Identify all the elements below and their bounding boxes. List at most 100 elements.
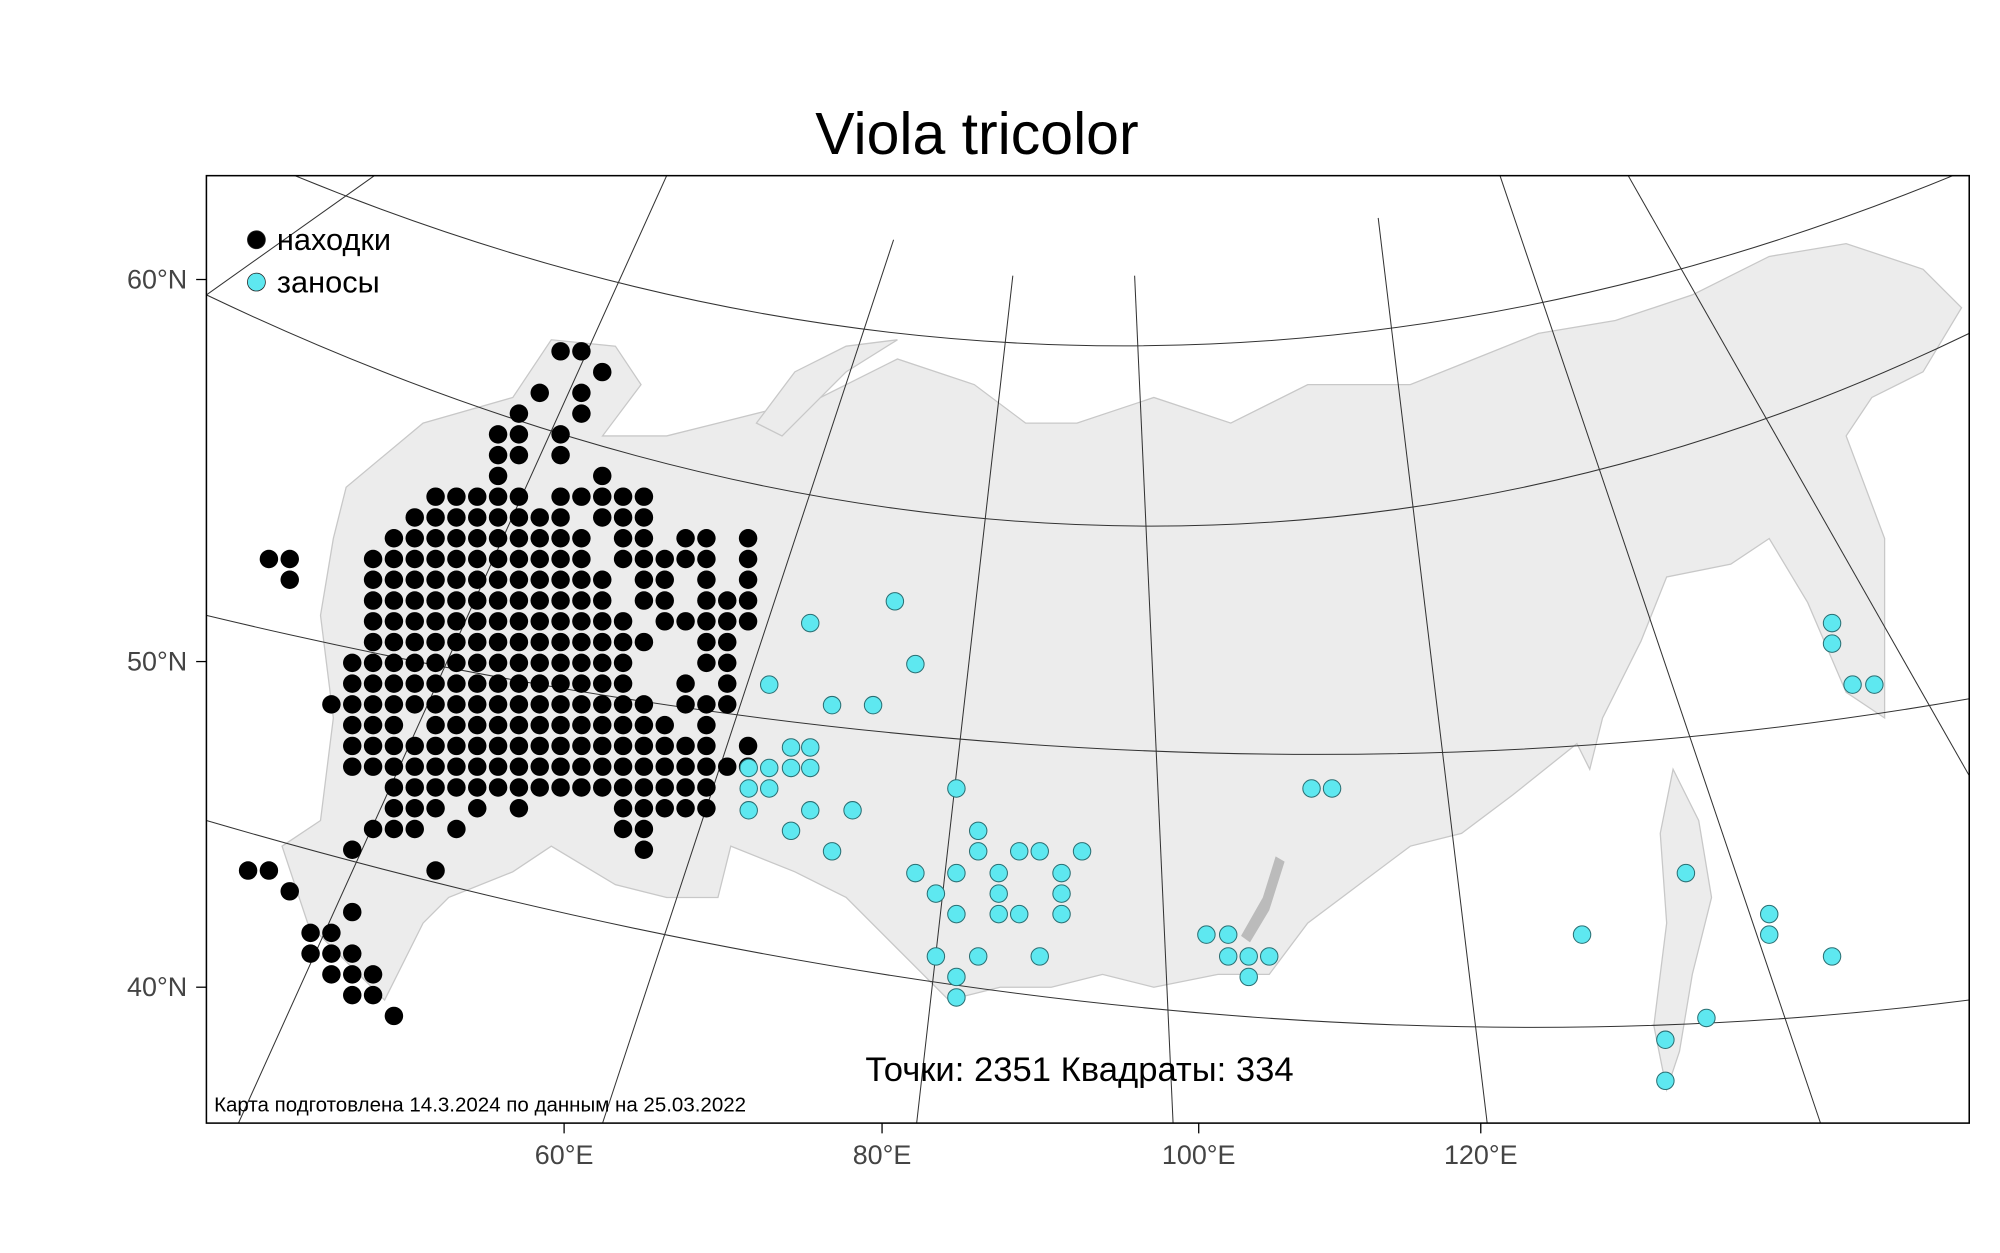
record-dot (468, 695, 487, 714)
adventive-dot (843, 801, 862, 820)
record-dot (301, 923, 320, 943)
adventive-dot (989, 863, 1008, 883)
record-dot (343, 653, 362, 673)
record-dot (447, 591, 466, 610)
adventive-dot (801, 738, 820, 757)
adventive-dot (885, 592, 905, 611)
record-dot (488, 591, 508, 610)
record-dot (530, 757, 549, 776)
record-dot (718, 591, 737, 610)
map-title: Viola tricolor (815, 102, 1138, 167)
record-dot (363, 570, 383, 589)
record-dot (363, 612, 383, 631)
record-dot (426, 778, 445, 797)
island (1653, 767, 1713, 1093)
adventive-dot (739, 779, 758, 798)
record-dot (509, 778, 529, 797)
record-dot (593, 466, 612, 486)
meridian (1134, 275, 1174, 1124)
legend-symbol (247, 230, 266, 250)
record-dot (530, 591, 549, 610)
adventive-dot (947, 863, 966, 883)
record-dot (634, 591, 654, 610)
record-dot (593, 695, 612, 714)
record-dot (447, 715, 466, 735)
record-dot (405, 757, 424, 776)
record-dot (468, 674, 487, 693)
adventive-dot (1302, 779, 1321, 798)
record-dot (572, 757, 591, 776)
adventive-dot (1010, 904, 1029, 924)
record-dot (530, 529, 549, 548)
record-dot (718, 612, 737, 631)
record-dot (530, 715, 549, 735)
record-dot (551, 591, 570, 610)
record-dot (509, 529, 529, 548)
record-dot (363, 819, 383, 839)
record-dot (363, 757, 383, 776)
adventive-dot (1676, 863, 1696, 883)
record-dot (447, 487, 466, 506)
record-dot (530, 383, 549, 403)
record-dot (468, 799, 487, 818)
lat-label: 60°N (127, 264, 187, 294)
record-dot (530, 674, 549, 693)
record-dot (551, 653, 570, 673)
record-dot (468, 778, 487, 797)
legend-symbol (247, 272, 266, 292)
record-dot (468, 487, 487, 506)
record-dot (572, 674, 591, 693)
record-dot (343, 715, 362, 735)
record-dot (322, 944, 341, 963)
record-dot (697, 612, 716, 631)
record-dot (572, 529, 591, 548)
record-dot (488, 466, 508, 486)
record-dot (613, 612, 633, 631)
record-dot (468, 549, 487, 569)
record-dot (509, 736, 529, 756)
adventive-dot (1239, 947, 1258, 966)
record-dot (468, 757, 487, 776)
adventive-dot (1822, 613, 1842, 633)
adventive-dot (1572, 925, 1592, 944)
map-frame (205, 174, 1970, 1124)
adventive-dot (1822, 634, 1842, 653)
record-dot (509, 570, 529, 589)
record-dot (613, 674, 633, 693)
record-dot (447, 736, 466, 756)
record-dot (634, 819, 654, 839)
record-dot (613, 819, 633, 839)
record-dot (655, 612, 674, 631)
record-dot (593, 487, 612, 506)
record-dot (655, 570, 674, 589)
record-dot (551, 529, 570, 548)
record-dot (551, 736, 570, 756)
record-dot (613, 653, 633, 673)
record-dot (488, 570, 508, 589)
record-dot (468, 715, 487, 735)
record-dot (488, 757, 508, 776)
axes: 60°N 50°N 40°N 60°E 80°E 100°E 120°E (127, 264, 1518, 1170)
record-dot (426, 487, 445, 506)
record-dot (384, 591, 404, 610)
record-dot (363, 653, 383, 673)
record-dot (676, 757, 695, 776)
record-dot (530, 549, 549, 569)
record-dot (572, 404, 591, 423)
adventive-dot (1865, 675, 1884, 694)
record-dot (551, 487, 570, 506)
record-dot (405, 612, 424, 631)
legend-label: заносы (277, 264, 380, 299)
record-dot (280, 882, 299, 901)
adventive-dot (739, 758, 758, 778)
record-dot (447, 612, 466, 631)
record-dot (468, 736, 487, 756)
record-dot (426, 612, 445, 631)
record-dot (655, 736, 674, 756)
record-dot (593, 653, 612, 673)
record-dot (447, 819, 466, 839)
record-dot (426, 861, 445, 880)
record-dot (363, 674, 383, 693)
record-dot (384, 653, 404, 673)
adventive-dot (1052, 904, 1071, 924)
